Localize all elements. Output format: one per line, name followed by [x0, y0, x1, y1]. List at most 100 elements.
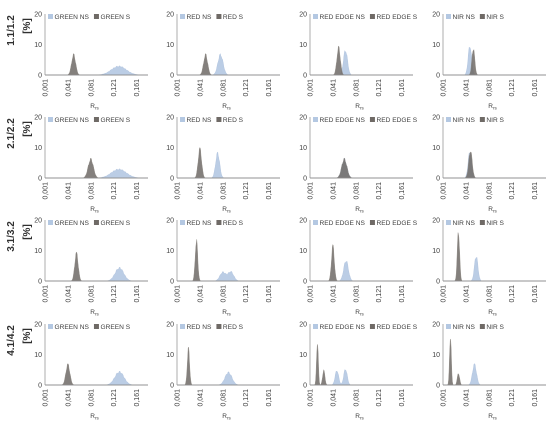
legend-label: GREEN NS: [55, 220, 90, 227]
y-unit-label: [%]: [22, 18, 33, 34]
legend-swatch: [369, 117, 375, 122]
y-tick-label: 0: [38, 176, 42, 183]
legend-swatch: [93, 220, 99, 225]
series-area-green-s: [45, 363, 148, 386]
x-tick-label: 0,121: [509, 389, 516, 407]
y-tick-label: 20: [432, 322, 440, 329]
y-tick-label: 10: [299, 42, 307, 49]
legend-swatch: [48, 324, 53, 329]
x-tick-label: 0,121: [376, 79, 383, 97]
y-tick-label: 10: [432, 145, 440, 152]
series-area-green-ns: [45, 371, 148, 386]
x-axis-label: Rrs: [90, 206, 99, 214]
legend-swatch: [369, 14, 375, 19]
series-area-red-edge-s: [310, 244, 413, 282]
x-tick-label: 0,001: [43, 182, 50, 200]
x-tick-label: 0,041: [463, 79, 470, 97]
legend-label: GREEN S: [100, 117, 130, 124]
x-tick-label: 0,161: [399, 182, 406, 200]
y-tick-label: 10: [34, 352, 42, 359]
y-tick-label: 10: [299, 145, 307, 152]
x-tick-label: 0,041: [330, 182, 337, 200]
row-label: 3.1/3.2: [6, 221, 17, 252]
legend-label: RED NS: [187, 324, 213, 331]
y-tick-label: 20: [299, 218, 307, 225]
x-tick-label: 0,161: [266, 285, 273, 303]
legend-label: NIR NS: [453, 14, 476, 21]
y-tick-label: 20: [166, 218, 174, 225]
y-tick-label: 0: [303, 383, 307, 390]
x-tick-label: 0,121: [509, 79, 516, 97]
x-tick-label: 0,161: [532, 79, 539, 97]
legend-swatch: [48, 14, 53, 19]
legend-swatch: [180, 324, 185, 329]
y-tick-label: 0: [170, 73, 174, 80]
legend-label: RED NS: [187, 117, 213, 124]
x-tick-label: 0,121: [111, 182, 118, 200]
legend-label: RED NS: [187, 14, 213, 21]
legend-label: NIR NS: [453, 324, 476, 331]
y-tick-label: 0: [38, 279, 42, 286]
x-tick-label: 0,161: [399, 285, 406, 303]
y-tick-label: 10: [166, 42, 174, 49]
x-axis-label: Rrs: [355, 309, 364, 317]
legend-swatch: [313, 220, 318, 225]
x-tick-label: 0,161: [399, 389, 406, 407]
x-tick-label: 0,081: [220, 79, 227, 97]
series-area-nir-s: [443, 338, 546, 386]
x-axis-label: Rrs: [488, 206, 497, 214]
row-label: 2.1/2.2: [6, 118, 17, 149]
x-tick-label: 0,001: [175, 79, 182, 97]
x-tick-label: 0,081: [88, 182, 95, 200]
x-tick-label: 0,081: [353, 389, 360, 407]
series-area-green-ns: [45, 267, 148, 282]
x-tick-label: 0,161: [134, 79, 141, 97]
x-tick-label: 0,161: [532, 389, 539, 407]
series-area-green-s: [45, 251, 148, 282]
x-tick-label: 0,001: [441, 285, 448, 303]
legend-label: NIR S: [486, 324, 504, 331]
series-area-red-ns: [177, 270, 280, 282]
series-area-red-ns: [177, 371, 280, 386]
y-tick-label: 20: [299, 322, 307, 329]
x-tick-label: 0,081: [486, 182, 493, 200]
legend-label: NIR NS: [453, 220, 476, 227]
x-tick-label: 0,121: [376, 285, 383, 303]
x-tick-label: 0,041: [65, 79, 72, 97]
y-tick-label: 10: [299, 248, 307, 255]
legend-label: RED EDGE S: [376, 220, 417, 227]
legend-label: RED S: [223, 324, 244, 331]
x-tick-label: 0,121: [111, 389, 118, 407]
y-tick-label: 0: [170, 279, 174, 286]
legend-label: RED EDGE S: [376, 117, 417, 124]
x-tick-label: 0,001: [441, 389, 448, 407]
x-tick-label: 0,001: [43, 79, 50, 97]
x-tick-label: 0,081: [486, 79, 493, 97]
legend-label: GREEN NS: [55, 117, 90, 124]
legend-swatch: [216, 14, 222, 19]
legend-swatch: [446, 117, 451, 122]
x-axis-label: Rrs: [90, 309, 99, 317]
y-tick-label: 0: [303, 73, 307, 80]
y-tick-label: 0: [436, 279, 440, 286]
y-tick-label: 0: [436, 176, 440, 183]
y-tick-label: 10: [432, 42, 440, 49]
x-tick-label: 0,041: [463, 389, 470, 407]
y-tick-label: 0: [38, 383, 42, 390]
legend-label: RED S: [223, 14, 244, 21]
y-tick-label: 10: [34, 145, 42, 152]
x-tick-label: 0,121: [243, 79, 250, 97]
legend-label: NIR S: [486, 220, 504, 227]
y-tick-label: 10: [432, 248, 440, 255]
legend-label: RED EDGE NS: [320, 324, 366, 331]
series-area-red-ns: [177, 151, 280, 179]
x-axis-label: Rrs: [488, 309, 497, 317]
series-area-red-edge-s: [310, 344, 413, 386]
y-tick-label: 20: [432, 115, 440, 122]
series-area-red-edge-ns: [310, 260, 413, 282]
x-axis-label: Rrs: [355, 413, 364, 421]
series-area-red-edge-s: [310, 157, 413, 179]
series-area-red-ns: [177, 53, 280, 76]
legend-swatch: [369, 324, 375, 329]
legend-swatch: [313, 117, 318, 122]
